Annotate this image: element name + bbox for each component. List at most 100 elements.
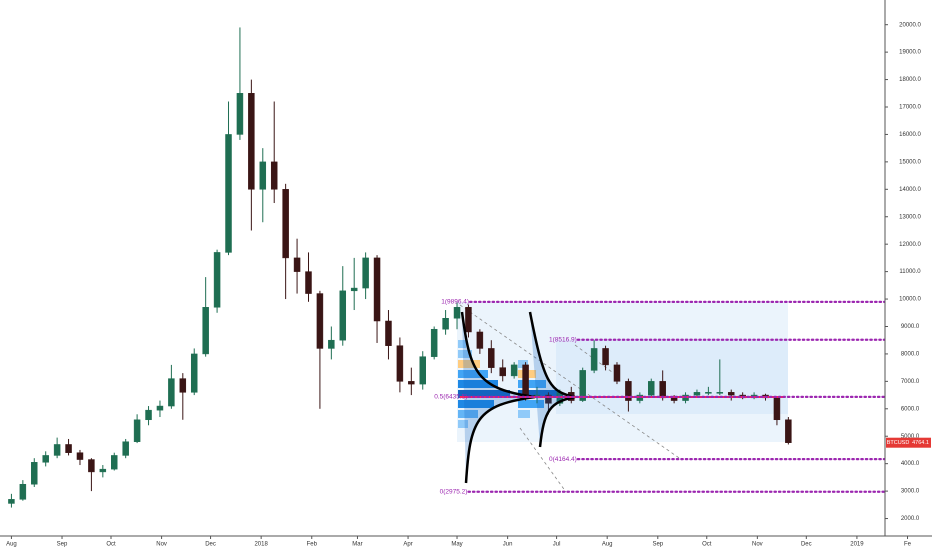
candle-body: [293, 257, 301, 272]
candle-body: [476, 331, 484, 349]
x-tick-label: May: [451, 542, 462, 548]
x-tick-label: Jun: [503, 542, 513, 548]
fib-levels: 1(9896.4) 1(8516.9) 0.5(6435.5) 0(4164.4) 0(…: [434, 299, 887, 496]
y-tick-label: 7000.0: [901, 379, 920, 385]
axes: 2000.0 3000.0 4000.0 5000.0 6000.0 7000.0 8000…: [6, 22, 931, 548]
fib-label: 1(8516.9): [549, 336, 577, 343]
y-tick-label: 5000.0: [901, 434, 920, 440]
candle-body: [8, 499, 15, 504]
x-tick-label: Dec: [205, 542, 216, 548]
candle-body: [202, 307, 209, 355]
candle-body: [133, 419, 141, 442]
candle-body: [430, 328, 438, 357]
y-tick-label: 6000.0: [901, 406, 920, 412]
candle-body: [42, 455, 49, 463]
candle-body: [88, 459, 95, 473]
candle-body: [522, 364, 529, 399]
candle-body: [156, 405, 164, 411]
x-tick-label: 2018: [254, 542, 268, 548]
x-tick-label: Fe: [904, 542, 912, 548]
profile-bar: [518, 360, 528, 368]
fib-label: 0.5(6435.5): [434, 394, 467, 401]
x-tick-label: Apr: [403, 542, 412, 548]
candle-body: [545, 394, 552, 404]
x-tick-label: Jul: [553, 542, 561, 548]
y-tick-label: 14000.0: [899, 187, 921, 193]
y-tick-label: 12000.0: [899, 242, 921, 248]
y-tick-label: 8000.0: [901, 352, 920, 358]
profile-bar: [458, 380, 498, 388]
profile-bar: [518, 400, 544, 408]
candle-body: [168, 378, 175, 407]
candle-body: [225, 134, 232, 253]
candle-body: [305, 271, 312, 294]
y-tick-label: 11000.0: [899, 269, 921, 275]
candle-body: [579, 370, 586, 401]
candle-body: [282, 189, 289, 259]
y-tick-label: 10000.0: [899, 297, 921, 303]
profile-bar: [458, 340, 466, 348]
candle-body: [727, 392, 735, 396]
candle-body: [31, 462, 38, 485]
candle-body: [190, 353, 198, 393]
y-tick-label: 20000.0: [899, 22, 921, 28]
y-tick-label: 17000.0: [899, 105, 921, 111]
candle-body: [328, 339, 335, 349]
y-tick-label: 3000.0: [901, 489, 920, 495]
x-tick-label: 2019: [850, 542, 864, 548]
candle-body: [442, 318, 449, 330]
fib-label: 0(4164.4): [549, 456, 577, 463]
candle-body: [602, 348, 609, 366]
range-box: [556, 340, 788, 414]
x-tick-label: Nov: [156, 542, 167, 548]
candle-body: [99, 468, 107, 473]
profile-bar: [518, 380, 546, 388]
candle-body: [213, 252, 221, 308]
symbol-tag: [886, 437, 910, 448]
x-tick-label: Aug: [602, 542, 613, 548]
fib-label: 0(2975.2): [440, 489, 468, 496]
candle-body: [373, 257, 381, 322]
x-tick-label: Oct: [702, 542, 712, 548]
candle-body: [499, 367, 506, 377]
y-tick-label: 18000.0: [899, 77, 921, 83]
candle-body: [488, 348, 495, 368]
x-tick-label: Dec: [801, 542, 812, 548]
x-tick-label: Sep: [652, 542, 663, 548]
candle-body: [270, 161, 278, 190]
y-tick-label: 15000.0: [899, 159, 921, 165]
candle-body: [419, 356, 426, 385]
candle-body: [122, 441, 129, 456]
candle-body: [510, 364, 518, 377]
candle-body: [362, 257, 369, 289]
profile-bar: [458, 390, 510, 398]
fib-label: 1(9896.4): [441, 299, 469, 306]
profile-bar: [518, 390, 558, 398]
candle-body: [408, 381, 415, 385]
candle-body: [648, 381, 655, 396]
y-tick-label: 16000.0: [899, 132, 921, 138]
profile-bar: [458, 420, 468, 428]
profile-bar: [518, 410, 530, 418]
candle-body: [248, 93, 255, 190]
candle-body: [385, 320, 392, 346]
candles: [8, 27, 792, 508]
price-label: 4764.1: [912, 440, 929, 446]
symbol-label: BTCUSD: [887, 440, 910, 446]
candle-body: [179, 378, 187, 393]
y-tick-label: 13000.0: [899, 214, 921, 220]
candle-body: [590, 348, 598, 371]
candle-body: [236, 93, 244, 135]
candle-body: [76, 452, 84, 460]
candle-body: [65, 444, 72, 453]
candle-body: [396, 345, 404, 382]
x-tick-label: Aug: [6, 542, 17, 548]
y-tick-label: 2000.0: [901, 516, 920, 522]
candle-body: [453, 307, 461, 319]
candle-body: [316, 293, 324, 349]
y-tick-label: 19000.0: [899, 50, 921, 56]
candle-body: [693, 392, 701, 396]
candle-body: [350, 287, 358, 292]
candle-body: [785, 419, 792, 443]
